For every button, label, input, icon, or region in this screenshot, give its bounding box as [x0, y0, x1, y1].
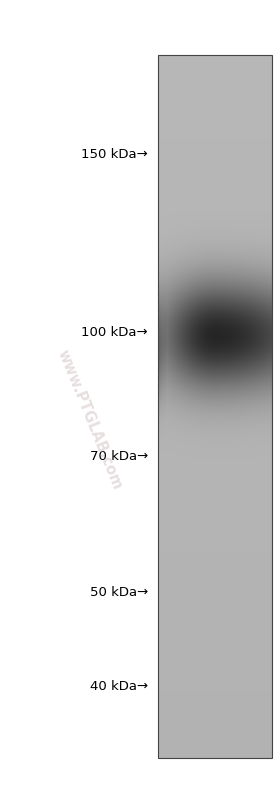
Text: 100 kDa→: 100 kDa→: [81, 327, 148, 340]
Text: 70 kDa→: 70 kDa→: [90, 450, 148, 463]
Text: 40 kDa→: 40 kDa→: [90, 679, 148, 693]
Text: www.PTGLAB.com: www.PTGLAB.com: [55, 348, 125, 492]
Bar: [158, 55, 272, 758]
Text: 150 kDa→: 150 kDa→: [81, 149, 148, 161]
Text: 50 kDa→: 50 kDa→: [90, 586, 148, 599]
